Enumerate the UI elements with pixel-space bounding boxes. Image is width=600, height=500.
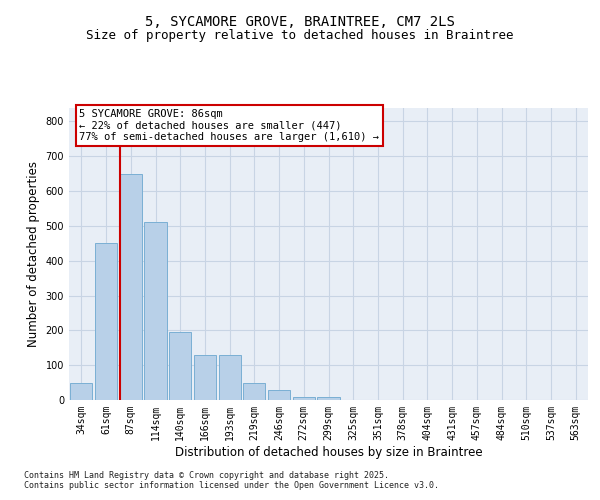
Bar [70,382,92,400]
Bar [243,382,265,400]
Text: Contains HM Land Registry data © Crown copyright and database right 2025.: Contains HM Land Registry data © Crown c… [24,472,389,480]
Y-axis label: Number of detached properties: Number of detached properties [27,161,40,347]
Bar [145,222,167,400]
Bar [95,244,117,400]
Bar [293,396,315,400]
Bar [119,174,142,400]
Text: 5, SYCAMORE GROVE, BRAINTREE, CM7 2LS: 5, SYCAMORE GROVE, BRAINTREE, CM7 2LS [145,16,455,30]
Text: Size of property relative to detached houses in Braintree: Size of property relative to detached ho… [86,28,514,42]
Bar [268,390,290,400]
Bar [317,396,340,400]
Bar [169,332,191,400]
Bar [194,354,216,400]
Text: 5 SYCAMORE GROVE: 86sqm
← 22% of detached houses are smaller (447)
77% of semi-d: 5 SYCAMORE GROVE: 86sqm ← 22% of detache… [79,109,379,142]
Text: Contains public sector information licensed under the Open Government Licence v3: Contains public sector information licen… [24,482,439,490]
Bar [218,354,241,400]
X-axis label: Distribution of detached houses by size in Braintree: Distribution of detached houses by size … [175,446,482,458]
